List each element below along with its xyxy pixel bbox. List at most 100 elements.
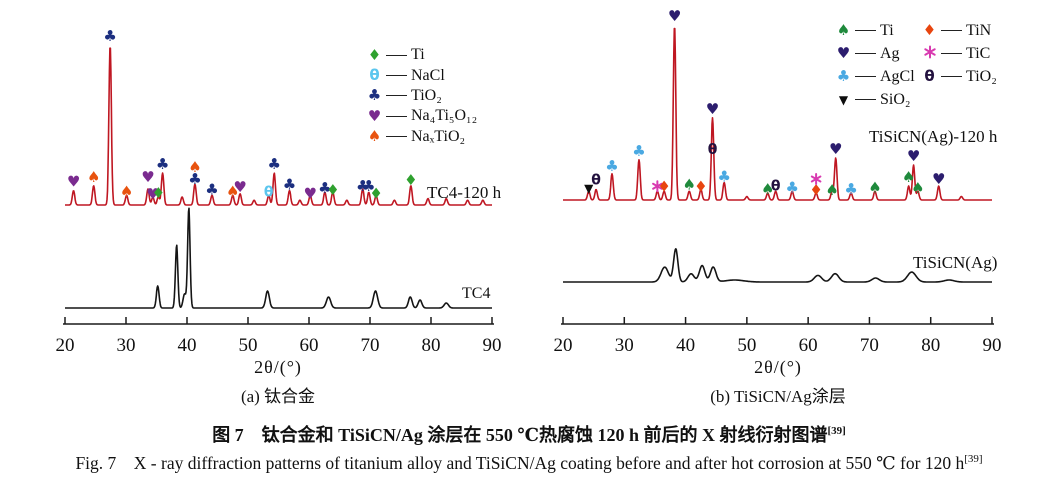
caption-cn-ref: [39]	[827, 425, 846, 437]
series-curve-tc4	[64, 207, 493, 309]
legend-line-sample	[941, 30, 962, 31]
marker-TiO2-club-icon: ♣	[283, 176, 296, 194]
TiO2-club-icon: ♣	[367, 86, 382, 105]
xaxis-label-a: 2θ/(°)	[254, 357, 302, 377]
marker-Ti-spade-icon: ♠	[761, 180, 774, 198]
marker-Ti-spade-icon: ♠	[911, 179, 924, 197]
marker-Na4Ti5O12-heart-icon: ♥	[67, 173, 80, 191]
curve-label-tc4-120h: TC4-120 h	[427, 183, 502, 202]
legend-line-sample	[855, 53, 876, 54]
legend-item-NaxTiO2: ♠ NaₓTiO₂	[366, 127, 477, 147]
x-tick-label: 60	[799, 335, 818, 356]
x-tick-label: 80	[422, 335, 441, 356]
legend-line-sample	[386, 136, 407, 138]
TiN-diamond-icon: ♦	[922, 21, 937, 39]
legend-line-sample	[386, 75, 407, 77]
AgCl-club-icon: ♣	[836, 67, 851, 85]
marker-TiO2-club-icon: ♣	[188, 170, 201, 188]
Ti-diamond-icon: ♦	[367, 45, 382, 64]
legend-label: TiN	[966, 21, 992, 39]
marker-TiO2-club-icon: ♣	[356, 177, 369, 195]
marker-TiO2-club-icon: ♣	[205, 180, 218, 198]
marker-TiC-asterisk-icon	[810, 173, 822, 185]
x-tick-label: 90	[983, 335, 1002, 356]
legend-panel-a: ♦ Ti θ NaCl ♣ TiO₂ ♥ Na₄Ti₅O₁₂ ♠ NaₓTiO₂	[366, 45, 477, 147]
marker-TiO2-club-icon: ♣	[156, 155, 169, 173]
legend-line-sample	[386, 54, 407, 56]
legend-label: NaₓTiO₂	[411, 127, 466, 145]
curve-label-tc4: TC4	[462, 285, 491, 302]
legend-label: Ti	[880, 21, 894, 39]
SiO2-triangle-down-icon: ▼	[838, 92, 849, 107]
legend-label: AgCl	[880, 67, 915, 85]
marker-Ag-heart-icon: ♥	[668, 7, 681, 25]
legend-item-SiO2: ▼ SiO₂	[835, 88, 915, 111]
curve-label-tisicnag-120h: TiSiCN(Ag)-120 h	[869, 127, 998, 146]
legend-item-TiO2: θ TiO₂	[921, 65, 997, 88]
legend-label: TiO₂	[411, 86, 442, 104]
legend-item-AgCl: ♣ AgCl	[835, 65, 915, 88]
marker-TiO2-club-icon: ♣	[103, 27, 116, 45]
marker-AgCl-club-icon: ♣	[717, 168, 730, 186]
marker-TiO2-theta-icon: θ	[771, 178, 781, 194]
legend-line-sample	[941, 53, 962, 54]
marker-Na4Ti5O12-heart-icon: ♥	[233, 178, 246, 196]
caption-en-ref: [39]	[964, 453, 983, 466]
legend-label: SiO₂	[880, 90, 911, 108]
legend-line-sample	[855, 99, 876, 100]
marker-TiN-diamond-icon: ♦	[657, 177, 670, 195]
marker-TiO2-club-icon: ♣	[362, 177, 375, 195]
marker-NaxTiO2-spade-icon: ♠	[87, 168, 100, 186]
x-tick-label: 90	[483, 335, 502, 356]
marker-Ag-heart-icon: ♥	[829, 140, 842, 158]
legend-item-Na4Ti5O12: ♥ Na₄Ti₅O₁₂	[366, 106, 477, 126]
legend-panel-b-col1: ♠ Ti ♥ Ag ♣ AgCl ▼ SiO₂	[835, 19, 915, 111]
x-tick-label: 40	[178, 335, 197, 356]
xaxis-label-b: 2θ/(°)	[754, 357, 802, 377]
panel-caption-b: (b) TiSiCN/Ag涂层	[710, 387, 846, 406]
legend-label: Ag	[880, 44, 900, 62]
Ag-heart-icon: ♥	[836, 44, 851, 62]
x-tick-label: 20	[56, 335, 75, 356]
caption-cn-text: 图 7 钛合金和 TiSiCN/Ag 涂层在 550 ℃热腐蚀 120 h 前后…	[212, 425, 828, 445]
marker-AgCl-club-icon: ♣	[844, 180, 857, 198]
marker-Ti-spade-icon: ♠	[825, 181, 838, 199]
series-curve-tc4-120-h	[64, 47, 493, 206]
marker-Na4Ti5O12-heart-icon: ♥	[303, 184, 316, 202]
legend-item-TiC: TiC	[921, 42, 997, 65]
marker-Na4Ti5O12-heart-icon: ♥	[146, 185, 159, 203]
x-tick-label: 70	[361, 335, 380, 356]
marker-NaCl-theta-icon: θ	[264, 184, 274, 200]
x-tick-label: 20	[554, 335, 573, 356]
x-tick-label: 80	[921, 335, 940, 356]
TiC-asterisk-icon	[921, 45, 938, 62]
Ti-spade-icon: ♠	[836, 21, 851, 39]
NaxTiO2-spade-icon: ♠	[367, 127, 382, 146]
marker-Ti-spade-icon: ♠	[902, 168, 915, 186]
marker-TiC-asterisk-icon	[652, 180, 663, 193]
x-tick-label: 50	[239, 335, 258, 356]
legend-item-Ag: ♥ Ag	[835, 42, 915, 65]
legend-line-sample	[855, 76, 876, 77]
legend-line-sample	[855, 30, 876, 31]
legend-label: TiC	[966, 44, 991, 62]
caption-en-text: Fig. 7 X - ray diffraction patterns of t…	[75, 453, 965, 473]
legend-label: TiO₂	[966, 67, 997, 85]
legend-label: Ti	[411, 46, 425, 64]
NaCl-theta-icon: θ	[369, 66, 380, 85]
legend-item-Ti: ♠ Ti	[835, 19, 915, 42]
legend-line-sample	[941, 76, 962, 77]
legend-panel-b-col2: ♦ TiN TiC θ TiO₂	[921, 19, 997, 88]
marker-SiO2-triangle-down-icon: ▼	[584, 181, 594, 195]
marker-Ag-heart-icon: ♥	[907, 147, 920, 165]
legend-line-sample	[386, 115, 407, 117]
panel-caption-a: (a) 钛合金	[240, 387, 316, 406]
TiO2-theta-icon: θ	[924, 67, 935, 85]
legend-item-TiO2: ♣ TiO₂	[366, 86, 477, 106]
marker-Ti-diamond-icon: ♦	[326, 181, 339, 199]
marker-Ag-heart-icon: ♥	[706, 100, 719, 118]
marker-AgCl-club-icon: ♣	[605, 157, 618, 175]
marker-TiO2-theta-icon: θ	[591, 173, 601, 189]
legend-line-sample	[386, 95, 407, 97]
